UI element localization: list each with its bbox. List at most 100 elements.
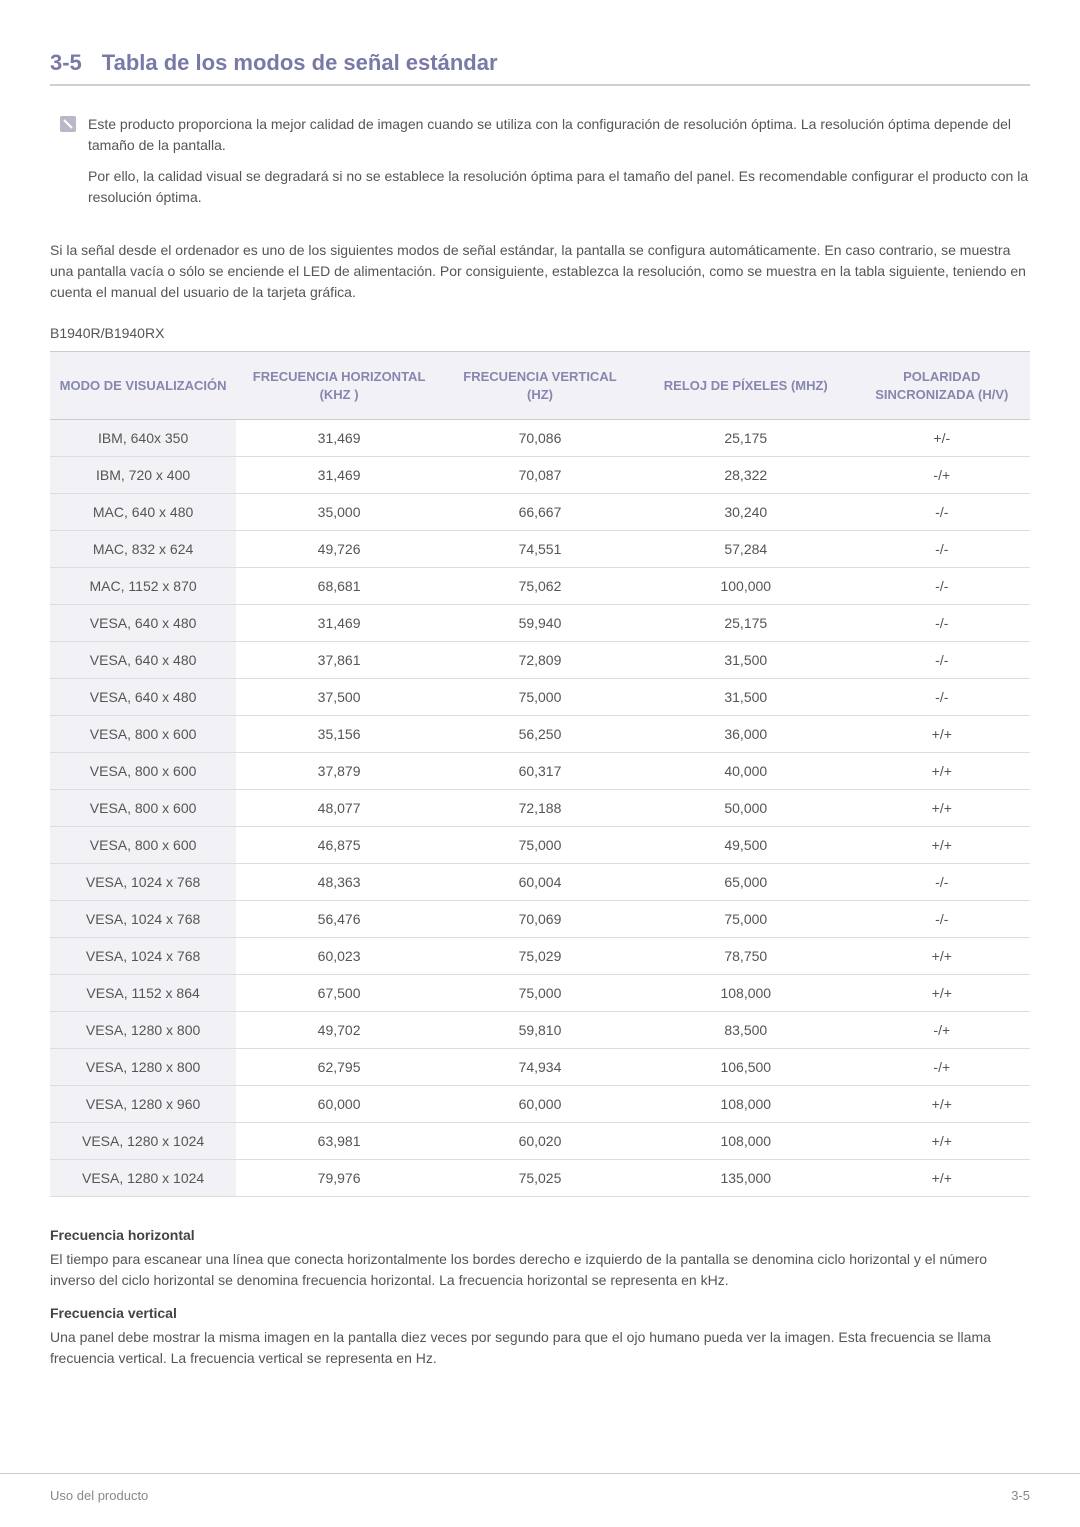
table-cell: VESA, 800 x 600 <box>50 716 236 753</box>
table-cell: 31,469 <box>236 605 442 642</box>
table-header: POLARIDAD SINCRONIZADA (H/V) <box>854 352 1030 420</box>
table-cell: +/+ <box>854 938 1030 975</box>
table-cell: +/+ <box>854 1160 1030 1197</box>
table-cell: 65,000 <box>638 864 854 901</box>
table-cell: 25,175 <box>638 605 854 642</box>
table-cell: 60,000 <box>236 1086 442 1123</box>
table-cell: MAC, 832 x 624 <box>50 531 236 568</box>
table-row: VESA, 640 x 48037,86172,80931,500-/- <box>50 642 1030 679</box>
table-row: VESA, 1280 x 102463,98160,020108,000+/+ <box>50 1123 1030 1160</box>
table-row: VESA, 800 x 60037,87960,31740,000+/+ <box>50 753 1030 790</box>
freq-h-text: El tiempo para escanear una línea que co… <box>50 1249 1030 1291</box>
table-cell: VESA, 1280 x 800 <box>50 1012 236 1049</box>
table-cell: +/- <box>854 420 1030 457</box>
section-title: Tabla de los modos de señal estándar <box>102 50 498 76</box>
table-header: MODO DE VISUALIZACIÓN <box>50 352 236 420</box>
table-cell: 56,476 <box>236 901 442 938</box>
table-cell: -/- <box>854 494 1030 531</box>
table-cell: 37,879 <box>236 753 442 790</box>
table-cell: -/+ <box>854 1012 1030 1049</box>
table-cell: 31,500 <box>638 642 854 679</box>
table-row: IBM, 720 x 40031,46970,08728,322-/+ <box>50 457 1030 494</box>
table-cell: 60,023 <box>236 938 442 975</box>
table-cell: 37,500 <box>236 679 442 716</box>
note-p2: Por ello, la calidad visual se degradará… <box>88 166 1030 208</box>
section-number: 3-5 <box>50 50 82 76</box>
note-p1: Este producto proporciona la mejor calid… <box>88 114 1030 156</box>
table-row: MAC, 640 x 48035,00066,66730,240-/- <box>50 494 1030 531</box>
footer-left: Uso del producto <box>50 1488 148 1503</box>
table-row: VESA, 1280 x 80062,79574,934106,500-/+ <box>50 1049 1030 1086</box>
table-row: MAC, 832 x 62449,72674,55157,284-/- <box>50 531 1030 568</box>
table-cell: 72,809 <box>442 642 638 679</box>
table-cell: 78,750 <box>638 938 854 975</box>
table-cell: 62,795 <box>236 1049 442 1086</box>
table-cell: VESA, 1280 x 800 <box>50 1049 236 1086</box>
table-cell: IBM, 640x 350 <box>50 420 236 457</box>
definitions: Frecuencia horizontal El tiempo para esc… <box>50 1227 1030 1369</box>
table-row: VESA, 1280 x 102479,97675,025135,000+/+ <box>50 1160 1030 1197</box>
table-cell: VESA, 640 x 480 <box>50 642 236 679</box>
table-row: VESA, 800 x 60035,15656,25036,000+/+ <box>50 716 1030 753</box>
table-cell: 75,025 <box>442 1160 638 1197</box>
intro-paragraph: Si la señal desde el ordenador es uno de… <box>50 240 1030 303</box>
table-cell: 108,000 <box>638 1086 854 1123</box>
table-cell: 108,000 <box>638 1123 854 1160</box>
table-cell: +/+ <box>854 716 1030 753</box>
table-cell: 60,000 <box>442 1086 638 1123</box>
table-cell: 75,000 <box>442 827 638 864</box>
table-row: VESA, 640 x 48037,50075,00031,500-/- <box>50 679 1030 716</box>
table-cell: -/- <box>854 568 1030 605</box>
table-cell: 106,500 <box>638 1049 854 1086</box>
table-row: VESA, 800 x 60048,07772,18850,000+/+ <box>50 790 1030 827</box>
table-cell: 46,875 <box>236 827 442 864</box>
footer-right: 3-5 <box>1011 1488 1030 1503</box>
table-cell: 35,000 <box>236 494 442 531</box>
table-cell: 57,284 <box>638 531 854 568</box>
table-cell: -/- <box>854 864 1030 901</box>
table-cell: 83,500 <box>638 1012 854 1049</box>
table-cell: 49,726 <box>236 531 442 568</box>
table-row: VESA, 1024 x 76848,36360,00465,000-/- <box>50 864 1030 901</box>
table-cell: VESA, 1152 x 864 <box>50 975 236 1012</box>
table-cell: 31,469 <box>236 457 442 494</box>
table-cell: 35,156 <box>236 716 442 753</box>
table-cell: 70,087 <box>442 457 638 494</box>
table-row: VESA, 1280 x 80049,70259,81083,500-/+ <box>50 1012 1030 1049</box>
table-cell: -/+ <box>854 1049 1030 1086</box>
table-cell: 60,020 <box>442 1123 638 1160</box>
signal-modes-table: MODO DE VISUALIZACIÓNFRECUENCIA HORIZONT… <box>50 351 1030 1197</box>
table-header: FRECUENCIA HORIZONTAL (KHZ ) <box>236 352 442 420</box>
table-cell: 75,000 <box>442 975 638 1012</box>
table-cell: 75,000 <box>442 679 638 716</box>
table-cell: 50,000 <box>638 790 854 827</box>
freq-v-text: Una panel debe mostrar la misma imagen e… <box>50 1327 1030 1369</box>
table-cell: +/+ <box>854 975 1030 1012</box>
table-cell: MAC, 1152 x 870 <box>50 568 236 605</box>
table-cell: VESA, 800 x 600 <box>50 827 236 864</box>
note-text: Este producto proporciona la mejor calid… <box>88 114 1030 218</box>
table-cell: -/- <box>854 901 1030 938</box>
table-cell: VESA, 640 x 480 <box>50 605 236 642</box>
table-row: VESA, 640 x 48031,46959,94025,175-/- <box>50 605 1030 642</box>
table-cell: 68,681 <box>236 568 442 605</box>
table-cell: -/- <box>854 642 1030 679</box>
table-cell: 75,029 <box>442 938 638 975</box>
table-cell: 48,077 <box>236 790 442 827</box>
table-row: VESA, 1024 x 76856,47670,06975,000-/- <box>50 901 1030 938</box>
table-cell: 108,000 <box>638 975 854 1012</box>
note-block: Este producto proporciona la mejor calid… <box>60 114 1030 218</box>
table-cell: 28,322 <box>638 457 854 494</box>
table-cell: MAC, 640 x 480 <box>50 494 236 531</box>
model-label: B1940R/B1940RX <box>50 325 1030 341</box>
table-cell: +/+ <box>854 1123 1030 1160</box>
table-cell: 37,861 <box>236 642 442 679</box>
table-cell: 100,000 <box>638 568 854 605</box>
table-header: RELOJ DE PÍXELES (MHZ) <box>638 352 854 420</box>
table-cell: -/- <box>854 531 1030 568</box>
table-cell: 63,981 <box>236 1123 442 1160</box>
freq-v-title: Frecuencia vertical <box>50 1305 1030 1321</box>
table-cell: 74,551 <box>442 531 638 568</box>
table-cell: 40,000 <box>638 753 854 790</box>
table-cell: 60,004 <box>442 864 638 901</box>
